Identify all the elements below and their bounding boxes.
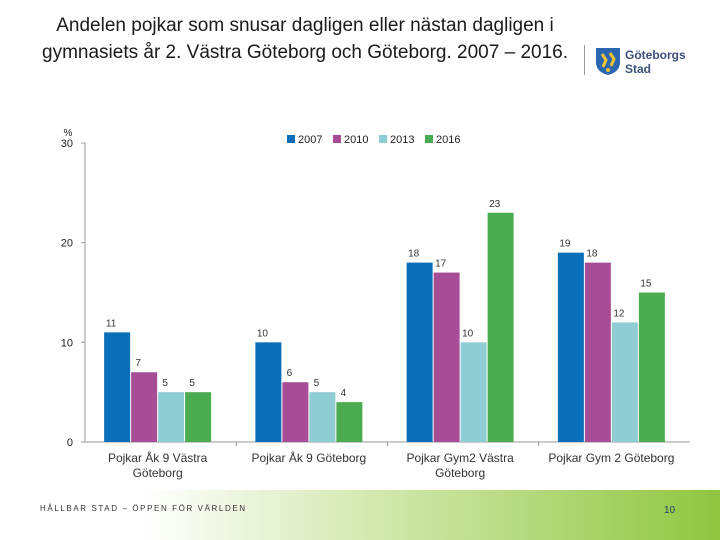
logo-divider (584, 45, 585, 75)
legend-swatch-2016 (425, 135, 433, 143)
data-label: 19 (559, 239, 571, 250)
legend-label: 2016 (436, 134, 460, 146)
goteborg-logo: Göteborgs Stad (595, 44, 715, 80)
bar-2016 (336, 402, 363, 442)
data-label: 23 (489, 199, 501, 210)
x-tick-label: Göteborg (435, 466, 485, 480)
logo-text-line1: Göteborgs (625, 48, 686, 62)
y-axis-label: % (64, 128, 73, 139)
data-label: 12 (613, 308, 625, 319)
bar-2007 (406, 262, 433, 442)
bar-2010 (433, 272, 460, 442)
data-label: 6 (287, 368, 293, 379)
legend-swatch-2007 (287, 135, 295, 143)
y-tick-label: 10 (61, 337, 73, 349)
bar-2016 (638, 292, 665, 442)
x-tick-label: Pojkar Gym 2 Göteborg (548, 451, 674, 465)
bar-2013 (309, 392, 336, 442)
crest-icon (596, 48, 620, 75)
x-tick-label: Pojkar Gym2 Västra (406, 451, 514, 465)
data-label: 5 (189, 378, 195, 389)
logo-text-line2: Stad (625, 62, 652, 76)
data-label: 10 (257, 328, 269, 339)
bar-2013 (158, 392, 185, 442)
y-tick-label: 20 (61, 238, 73, 250)
bar-2013 (611, 322, 638, 442)
data-label: 17 (435, 259, 447, 270)
page-number: 10 (664, 505, 676, 516)
x-tick-label: Pojkar Åk 9 Göteborg (252, 450, 367, 465)
data-label: 11 (106, 318, 117, 329)
legend-swatch-2013 (379, 135, 387, 143)
legend-label: 2013 (390, 134, 414, 146)
legend-swatch-2010 (333, 135, 341, 143)
footer-slogan: HÅLLBAR STAD – ÖPPEN FÖR VÄRLDEN (40, 504, 247, 513)
legend-label: 2007 (298, 134, 322, 146)
bar-2007 (557, 252, 584, 442)
bar-2010 (131, 372, 158, 442)
data-label: 4 (341, 388, 347, 399)
bar-2016 (487, 212, 514, 442)
bar-2010 (282, 382, 309, 442)
bar-2013 (460, 342, 487, 442)
data-label: 5 (314, 378, 320, 389)
x-tick-label: Pojkar Åk 9 Västra (108, 450, 208, 465)
data-label: 18 (586, 249, 598, 260)
y-tick-label: 30 (61, 138, 73, 150)
bar-2010 (584, 262, 611, 442)
slide-title: Andelen pojkar som snusar dagligen eller… (42, 15, 568, 63)
bar-2007 (255, 342, 282, 442)
bar-2007 (104, 332, 131, 442)
footer-band (0, 490, 720, 540)
legend-label: 2010 (344, 134, 368, 146)
data-label: 7 (135, 358, 141, 369)
bar-2016 (185, 392, 212, 442)
x-tick-label: Göteborg (133, 466, 183, 480)
y-tick-label: 0 (67, 437, 73, 449)
data-label: 15 (640, 279, 652, 290)
data-label: 10 (462, 328, 474, 339)
data-label: 18 (408, 249, 420, 260)
data-label: 5 (162, 378, 168, 389)
